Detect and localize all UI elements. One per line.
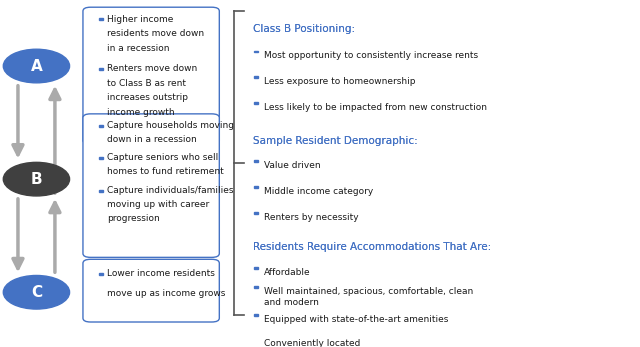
Text: Residents Require Accommodations That Are:: Residents Require Accommodations That Ar… — [253, 242, 492, 252]
Text: Most opportunity to consistently increase rents: Most opportunity to consistently increas… — [264, 51, 478, 60]
Text: Capture seniors who sell: Capture seniors who sell — [107, 153, 218, 162]
Text: Less exposure to homeownership: Less exposure to homeownership — [264, 77, 415, 86]
Bar — [253, 102, 257, 104]
Text: Sample Resident Demographic:: Sample Resident Demographic: — [253, 136, 418, 145]
Text: Class B Positioning:: Class B Positioning: — [253, 24, 355, 34]
Bar — [99, 273, 102, 275]
FancyBboxPatch shape — [83, 7, 220, 144]
Text: Lower income residents: Lower income residents — [107, 270, 215, 279]
Text: progression: progression — [107, 214, 160, 223]
Text: increases outstrip: increases outstrip — [107, 93, 188, 102]
Bar — [253, 212, 257, 214]
Bar — [253, 186, 257, 188]
Text: down in a recession: down in a recession — [107, 135, 197, 144]
Text: Middle income category: Middle income category — [264, 187, 373, 196]
Text: residents move down: residents move down — [107, 29, 204, 39]
Circle shape — [3, 276, 70, 309]
Text: to Class B as rent: to Class B as rent — [107, 78, 186, 87]
Text: income growth: income growth — [107, 108, 175, 117]
Bar — [253, 51, 257, 52]
Text: Residents Require Accommodations That Are:: Residents Require Accommodations That Ar… — [253, 242, 492, 252]
Bar — [253, 314, 257, 316]
Text: B: B — [31, 172, 42, 187]
Bar — [99, 190, 102, 192]
Text: Renters move down: Renters move down — [107, 64, 197, 73]
FancyBboxPatch shape — [83, 259, 220, 322]
Bar — [99, 18, 102, 20]
Text: moving up with career: moving up with career — [107, 200, 209, 209]
Text: move up as income grows: move up as income grows — [107, 289, 225, 298]
Text: Capture individuals/families: Capture individuals/families — [107, 186, 234, 195]
Text: A: A — [31, 59, 42, 74]
Text: Affordable: Affordable — [264, 268, 310, 277]
Text: Equipped with state-of-the-art amenities: Equipped with state-of-the-art amenities — [264, 315, 448, 324]
Text: Class B Positioning:: Class B Positioning: — [253, 24, 355, 34]
Bar — [253, 338, 257, 340]
FancyBboxPatch shape — [83, 114, 220, 257]
Text: Value driven: Value driven — [264, 161, 321, 170]
Text: Higher income: Higher income — [107, 15, 173, 24]
Bar — [253, 267, 257, 269]
Text: Less likely to be impacted from new construction: Less likely to be impacted from new cons… — [264, 103, 487, 112]
Text: Conveniently located: Conveniently located — [264, 339, 360, 347]
Text: homes to fund retirement: homes to fund retirement — [107, 167, 224, 176]
Text: C: C — [31, 285, 42, 300]
Text: Sample Resident Demographic:: Sample Resident Demographic: — [253, 136, 418, 145]
Text: Capture households moving: Capture households moving — [107, 121, 234, 130]
Text: Well maintained, spacious, comfortable, clean
and modern: Well maintained, spacious, comfortable, … — [264, 287, 473, 307]
Bar — [99, 68, 102, 69]
Circle shape — [3, 49, 70, 83]
Circle shape — [3, 162, 70, 196]
Bar — [99, 157, 102, 159]
Bar — [253, 287, 257, 288]
Text: in a recession: in a recession — [107, 44, 170, 53]
Bar — [253, 76, 257, 78]
Text: Renters by necessity: Renters by necessity — [264, 213, 358, 222]
Bar — [253, 160, 257, 162]
Bar — [99, 125, 102, 127]
